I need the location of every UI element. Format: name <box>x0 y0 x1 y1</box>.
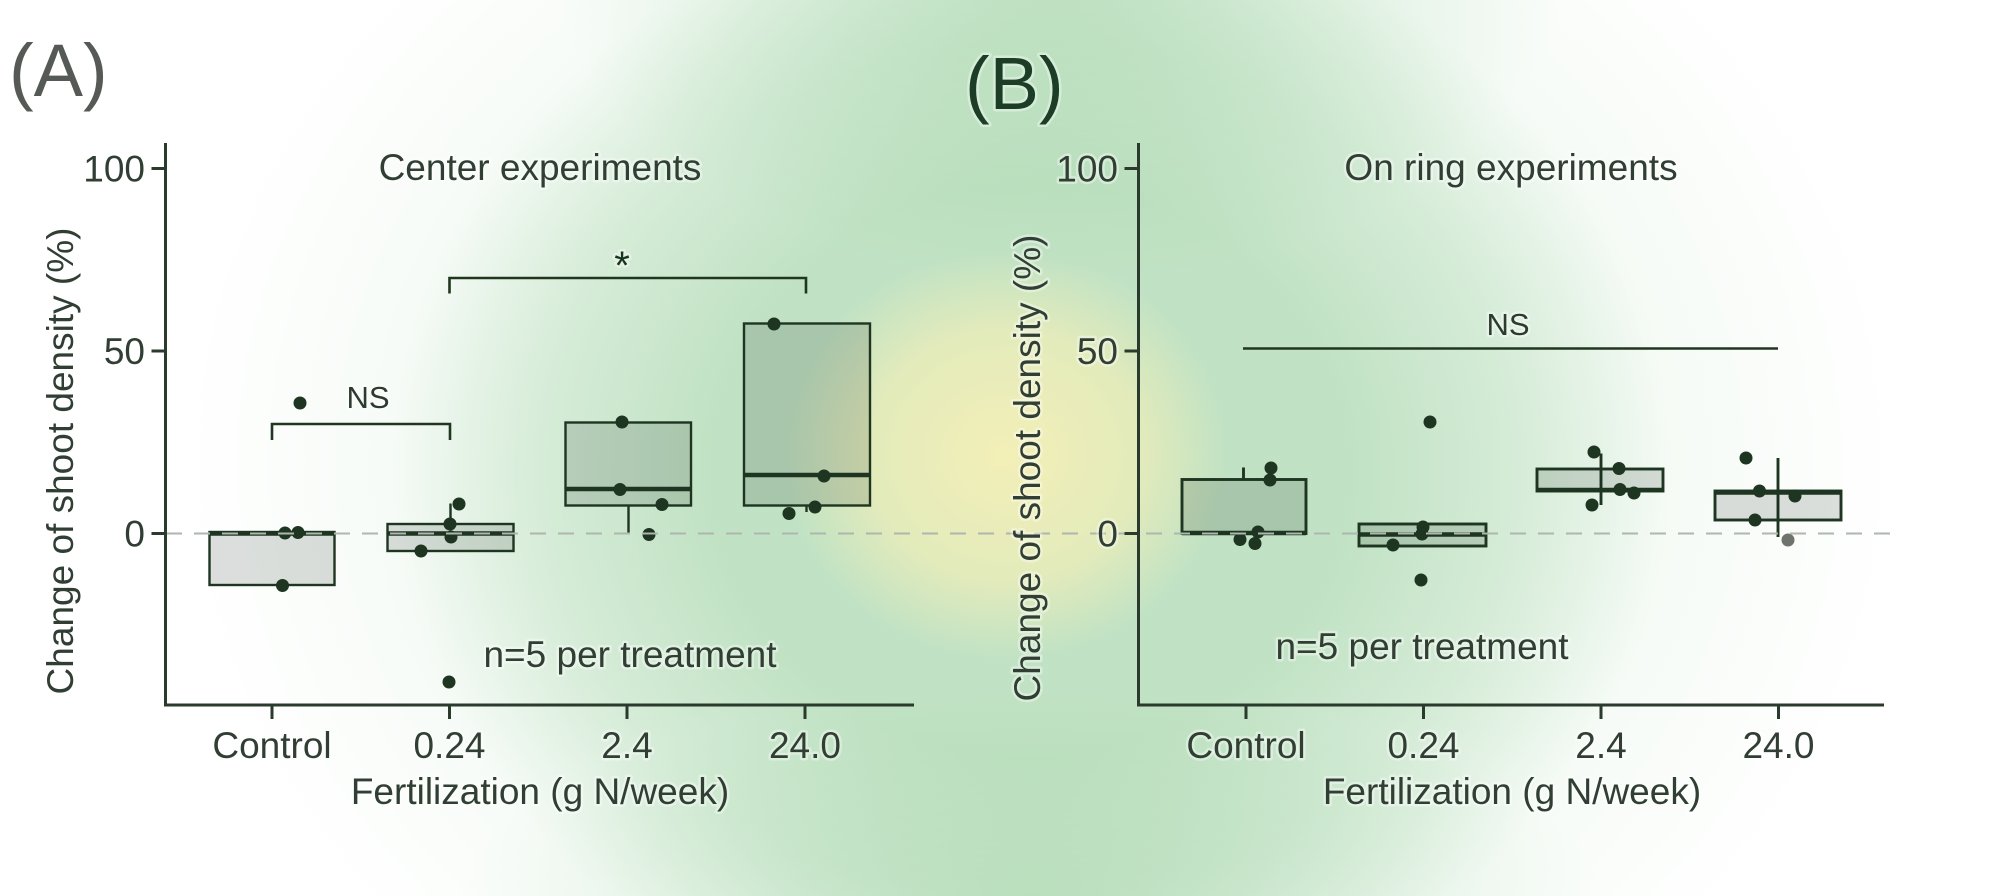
svg-text:n=5 per treatment: n=5 per treatment <box>1275 626 1569 667</box>
svg-text:0.24: 0.24 <box>413 725 485 766</box>
svg-text:NS: NS <box>1486 307 1529 342</box>
svg-text:100: 100 <box>83 149 145 190</box>
svg-text:Control: Control <box>212 725 331 766</box>
svg-text:0.24: 0.24 <box>1387 725 1459 766</box>
svg-text:0: 0 <box>124 514 145 555</box>
svg-text:NS: NS <box>346 380 389 415</box>
svg-text:*: * <box>614 244 630 288</box>
svg-text:n=5 per treatment: n=5 per treatment <box>483 634 777 675</box>
svg-text:Change of shoot density (%): Change of shoot density (%) <box>1007 235 1048 702</box>
svg-text:Change of shoot density (%): Change of shoot density (%) <box>40 228 81 695</box>
svg-text:Fertilization (g N/week): Fertilization (g N/week) <box>1323 771 1701 812</box>
svg-text:(B): (B) <box>965 42 1064 125</box>
svg-text:Fertilization (g N/week): Fertilization (g N/week) <box>351 771 729 812</box>
svg-text:50: 50 <box>1077 331 1118 372</box>
svg-text:50: 50 <box>104 331 145 372</box>
svg-text:100: 100 <box>1056 149 1118 190</box>
svg-text:Control: Control <box>1186 725 1305 766</box>
svg-text:On ring experiments: On ring experiments <box>1344 147 1677 188</box>
svg-text:24.0: 24.0 <box>1742 725 1814 766</box>
svg-text:(A): (A) <box>9 29 108 112</box>
svg-text:Center experiments: Center experiments <box>379 147 702 188</box>
svg-text:0: 0 <box>1097 514 1118 555</box>
svg-text:2.4: 2.4 <box>601 725 652 766</box>
svg-text:24.0: 24.0 <box>769 725 841 766</box>
svg-text:2.4: 2.4 <box>1575 725 1626 766</box>
